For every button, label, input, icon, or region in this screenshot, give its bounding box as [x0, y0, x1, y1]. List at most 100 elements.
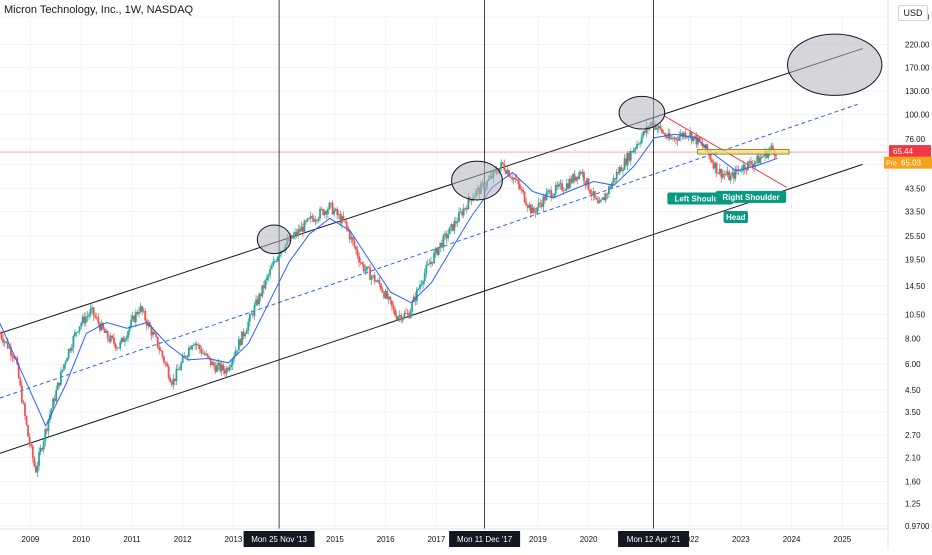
candle-body [44, 429, 47, 442]
x-tick-label: 2013 [225, 535, 243, 544]
current-price-label: 65.44 [893, 147, 914, 156]
candle-body [681, 133, 684, 137]
candle-body [303, 220, 306, 232]
x-tick-label: 2017 [427, 535, 445, 544]
x-tick-label: 2019 [529, 535, 547, 544]
candle-body [593, 191, 596, 198]
candle-body [603, 197, 606, 201]
candle-body [94, 315, 97, 318]
candle-body [38, 452, 40, 466]
candle-body [383, 292, 385, 298]
candle-body [20, 385, 23, 403]
candle-body [742, 164, 745, 171]
candle-body [13, 356, 15, 359]
candle-body [150, 327, 153, 336]
candle-body [200, 349, 203, 354]
candle-body [757, 155, 760, 164]
candle-body [453, 221, 456, 231]
candle-body [431, 261, 434, 264]
candle-body [604, 193, 607, 201]
candle-body [711, 159, 713, 163]
candle-body [2, 338, 5, 343]
candle-body [306, 218, 309, 222]
candle-body [673, 137, 676, 140]
candle-body [141, 306, 143, 312]
candle-body [631, 151, 634, 153]
channel-middle-line [0, 103, 858, 399]
candle-body [464, 207, 467, 209]
candle-body [715, 162, 718, 174]
candle-body [58, 382, 61, 386]
candle-body [608, 186, 610, 194]
candle-body [721, 173, 724, 178]
candle-body [117, 347, 120, 349]
candle-body [558, 184, 560, 187]
candle-body [732, 172, 735, 179]
candle-body [375, 281, 378, 283]
candle-body [236, 350, 239, 352]
y-tick-label: 33.50 [905, 208, 926, 217]
candle-body [398, 314, 401, 317]
candle-body [322, 209, 325, 215]
x-tick-label: 2010 [72, 535, 90, 544]
candle-body [501, 162, 504, 164]
candle-body [506, 170, 509, 174]
candle-body [351, 237, 354, 241]
y-tick-label: 6.00 [905, 360, 921, 369]
candle-body [450, 224, 453, 228]
candle-body [456, 221, 459, 224]
candle-body [586, 178, 588, 185]
candle-body [373, 275, 376, 282]
candle-body [328, 202, 331, 210]
candle-body [623, 158, 626, 170]
candle-body [178, 369, 181, 371]
candle-body [600, 199, 603, 202]
candle-body [167, 366, 170, 378]
candle-body [261, 285, 264, 297]
candle-body [408, 313, 410, 319]
candle-body [145, 320, 148, 326]
candle-body [561, 183, 563, 191]
candle-body [211, 362, 214, 366]
candle-body [725, 174, 727, 176]
candle-body [159, 349, 162, 352]
y-tick-label: 25.50 [905, 232, 926, 241]
candle-body [108, 338, 111, 342]
candle-body [583, 172, 585, 182]
channel-lower-line [0, 163, 863, 454]
y-tick-label: 43.50 [905, 184, 926, 193]
candle-body [409, 311, 412, 319]
candle-body [316, 220, 318, 221]
candle-body [175, 368, 178, 381]
candle-body [564, 189, 567, 191]
candle-body [562, 190, 565, 192]
candle-body [628, 152, 631, 161]
candle-body [181, 356, 184, 363]
candle-body [617, 171, 620, 174]
highlight-circle [451, 160, 503, 201]
price-axis [888, 0, 932, 550]
candle-body [74, 332, 76, 337]
candle-body [339, 214, 342, 224]
candle-body [270, 266, 273, 270]
y-tick-label: 130.00 [905, 87, 930, 96]
x-tick-label: 2022 [681, 535, 699, 544]
candle-body [47, 419, 50, 431]
annotation-label: Right Shoulder [722, 193, 779, 202]
candle-body [205, 353, 207, 355]
currency-button[interactable]: USD [898, 5, 928, 21]
candle-body [102, 322, 104, 329]
candle-body [133, 315, 136, 323]
candle-body [198, 344, 201, 350]
x-tick-label: 2024 [783, 535, 801, 544]
candle-body [161, 351, 164, 357]
candle-body [99, 323, 101, 331]
candle-body [231, 358, 234, 365]
date-badge [618, 531, 690, 547]
candle-body [531, 207, 534, 214]
candle-body [565, 183, 568, 190]
candle-body [704, 144, 707, 149]
